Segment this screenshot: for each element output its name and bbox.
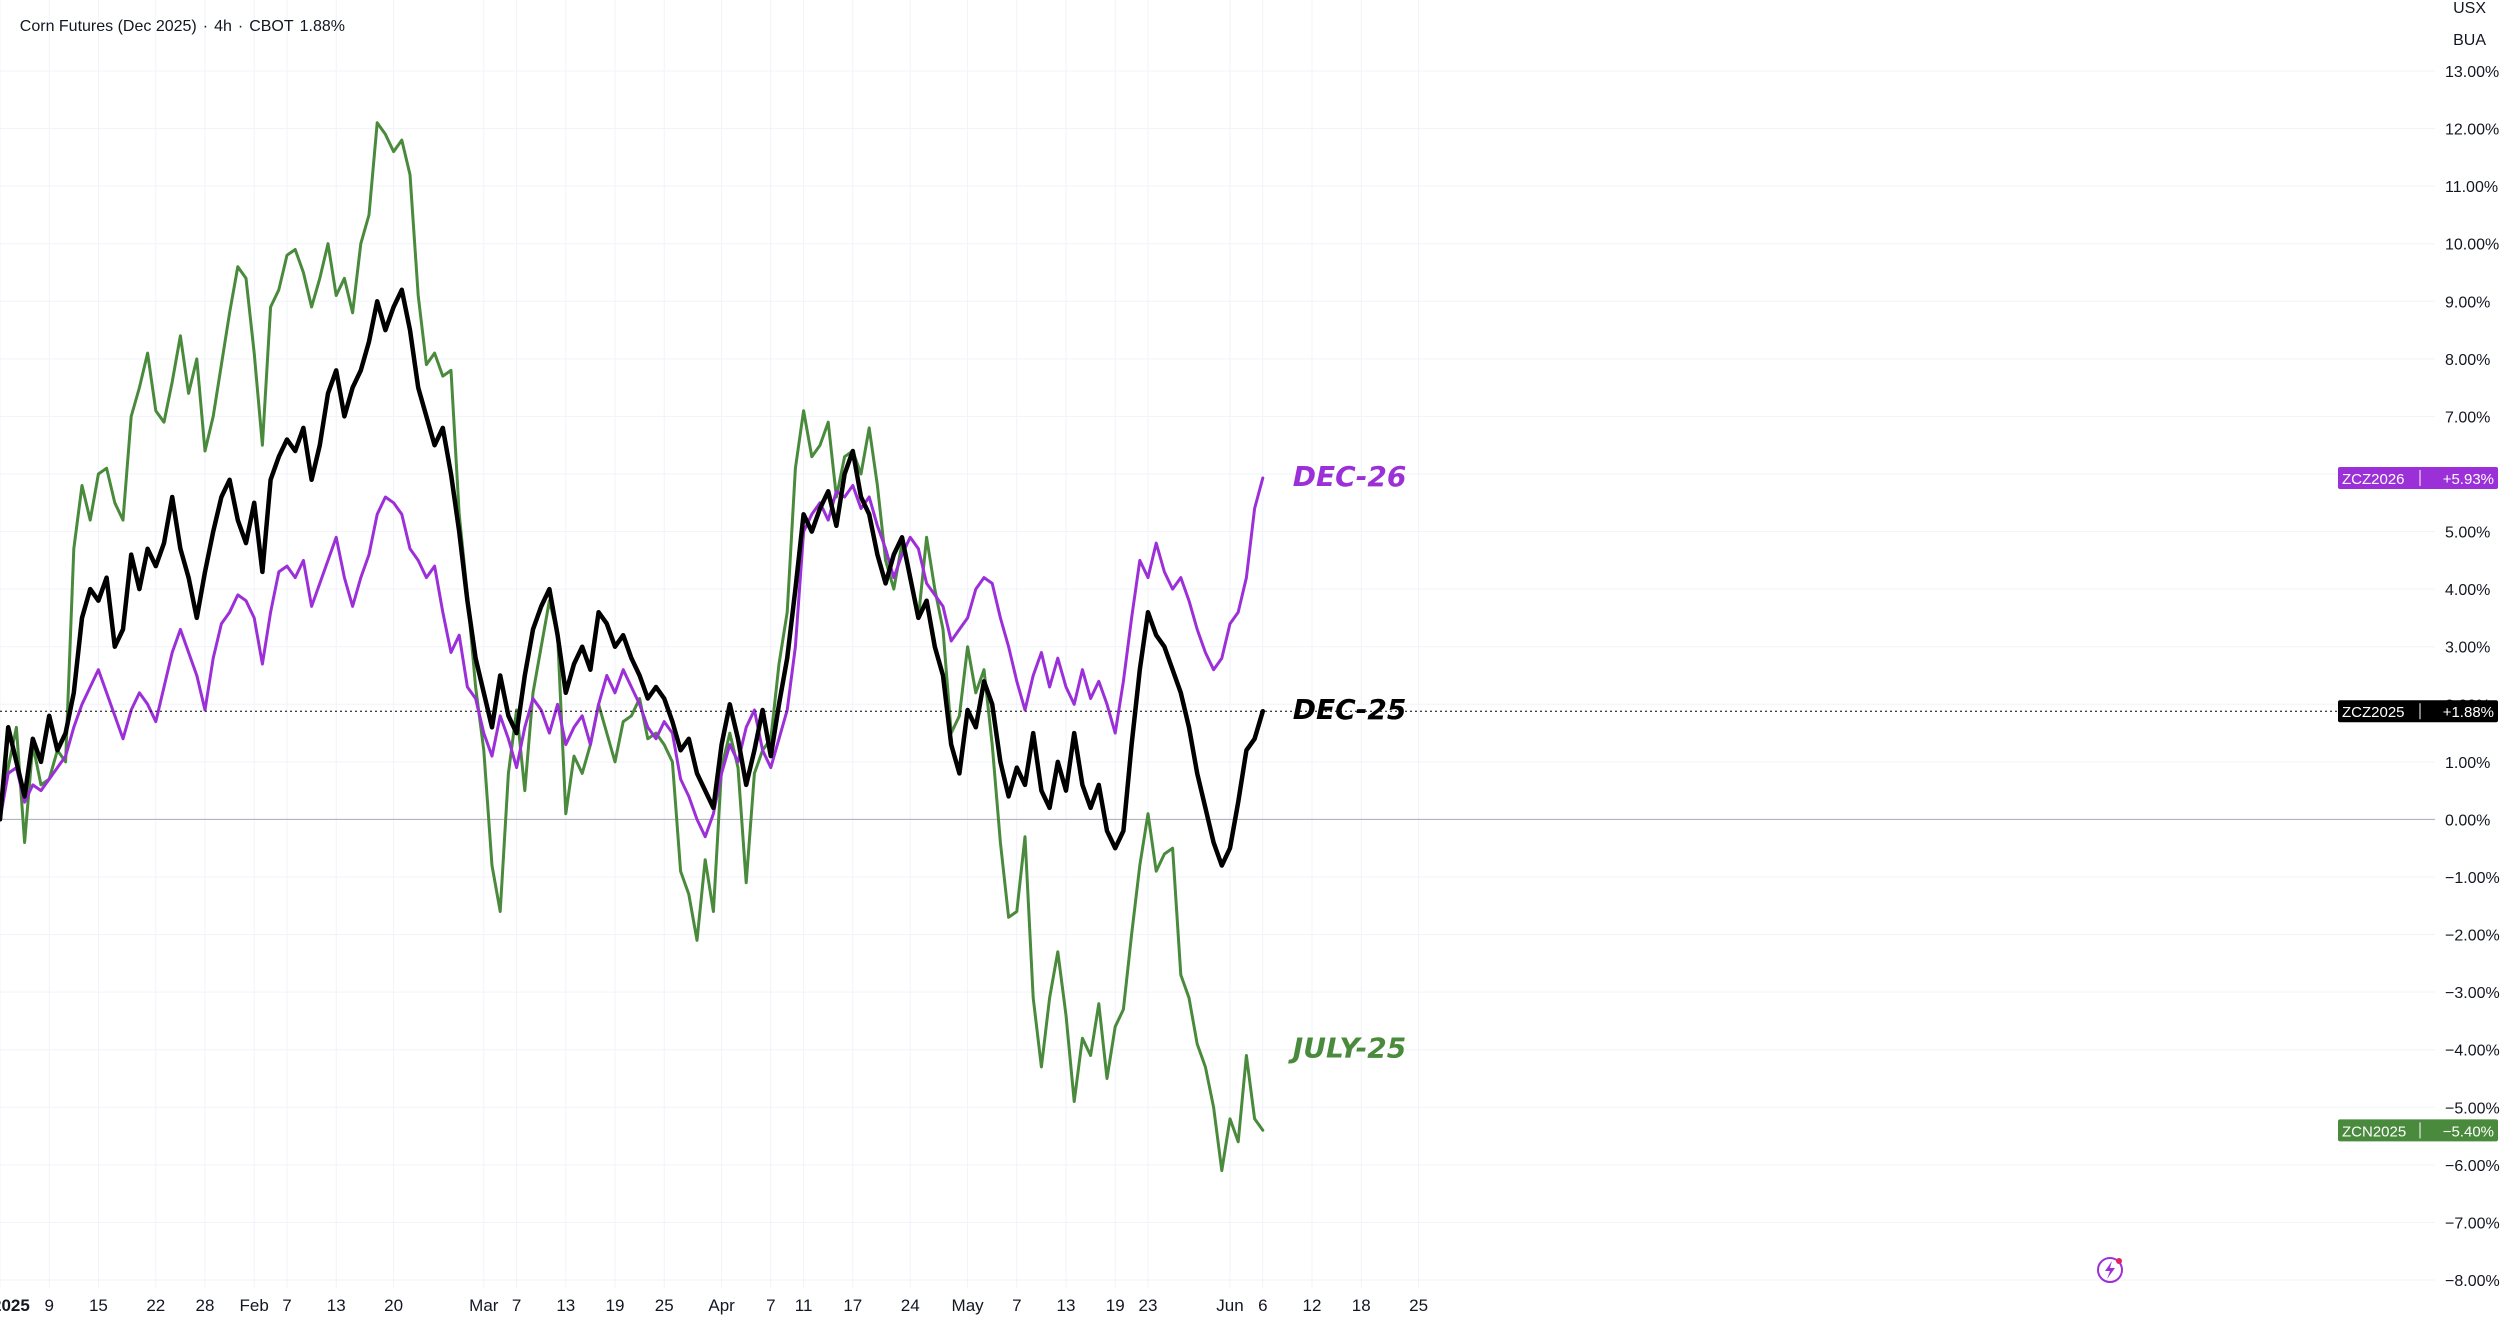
- y-tick-label: −7.00%: [2445, 1215, 2500, 1232]
- x-tick-label: 25: [1409, 1296, 1428, 1315]
- y-tick-label: 5.00%: [2445, 525, 2490, 542]
- x-tick-label: Jun: [1216, 1296, 1243, 1315]
- price-tag-ticker: ZCZ2026: [2342, 471, 2405, 488]
- series-name-dec26: DEC-26: [1293, 460, 1407, 493]
- x-tick-label: 28: [196, 1296, 215, 1315]
- y-tick-label: 12.00%: [2445, 122, 2499, 139]
- y-tick-label: 4.00%: [2445, 582, 2490, 599]
- separator: ·: [202, 18, 209, 35]
- y-tick-label: 10.00%: [2445, 237, 2499, 254]
- y-tick-label: 8.00%: [2445, 352, 2490, 369]
- price-tag-july25[interactable]: [2338, 1119, 2498, 1142]
- currency-label[interactable]: USX: [2453, 0, 2486, 17]
- chart-header: Corn Futures (Dec 2025) · 4h · CBOT 1.88%: [2, 0, 351, 54]
- x-tick-label: 13: [556, 1296, 575, 1315]
- x-tick-label: 11: [795, 1296, 813, 1315]
- notification-dot: [2116, 1258, 2122, 1264]
- series-name-july25: JULY-25: [1288, 1032, 1406, 1065]
- x-tick-label: 22: [146, 1296, 165, 1315]
- x-tick-label: Feb: [240, 1296, 269, 1315]
- y-tick-label: −8.00%: [2445, 1273, 2500, 1290]
- series-line-dec26[interactable]: [0, 476, 1265, 839]
- flash-icon[interactable]: [2097, 1257, 2123, 1283]
- y-tick-label: −1.00%: [2445, 870, 2500, 887]
- y-tick-label: 7.00%: [2445, 409, 2490, 426]
- x-tick-label: May: [952, 1296, 985, 1315]
- x-tick-label: 23: [1139, 1296, 1158, 1315]
- x-tick-label: Mar: [469, 1296, 499, 1315]
- series-line-dec25[interactable]: [0, 287, 1266, 868]
- change-percent: 1.88%: [299, 18, 346, 35]
- x-tick-label: 12: [1303, 1296, 1322, 1315]
- x-tick-label: 15: [89, 1296, 108, 1315]
- unit-label[interactable]: BUA: [2453, 32, 2486, 49]
- y-tick-label: 3.00%: [2445, 640, 2490, 657]
- x-tick-label: Apr: [708, 1296, 735, 1315]
- price-tag-ticker: ZCN2025: [2342, 1123, 2406, 1140]
- y-tick-label: 0.00%: [2445, 812, 2490, 829]
- price-tag-dec25[interactable]: [2338, 700, 2498, 723]
- y-tick-label: 11.00%: [2445, 179, 2498, 196]
- x-tick-label: 19: [1106, 1296, 1125, 1315]
- y-tick-label: 1.00%: [2445, 755, 2490, 772]
- x-tick-label: 13: [1057, 1296, 1076, 1315]
- x-tick-label: 20: [384, 1296, 403, 1315]
- x-tick-label: 2025: [0, 1296, 30, 1315]
- price-tag-dec26[interactable]: [2338, 467, 2498, 490]
- x-tick-label: 9: [44, 1296, 53, 1315]
- x-tick-label: 7: [766, 1296, 775, 1315]
- series-name-dec25: DEC-25: [1293, 693, 1407, 726]
- x-tick-label: 25: [655, 1296, 674, 1315]
- y-tick-label: −2.00%: [2445, 928, 2500, 945]
- x-tick-label: 18: [1352, 1296, 1371, 1315]
- separator: ·: [237, 18, 244, 35]
- price-tag-value: +1.88%: [2443, 704, 2494, 721]
- flash-icon-bolt: [2105, 1261, 2115, 1279]
- y-tick-label: −3.00%: [2445, 985, 2500, 1002]
- y-tick-label: 9.00%: [2445, 294, 2490, 311]
- y-tick-label: −5.00%: [2445, 1100, 2500, 1117]
- x-tick-label: 7: [1012, 1296, 1021, 1315]
- x-tick-label: 24: [901, 1296, 920, 1315]
- exchange-label: CBOT: [249, 18, 294, 35]
- x-tick-label: 19: [606, 1296, 625, 1315]
- x-tick-label: 6: [1258, 1296, 1267, 1315]
- symbol-title[interactable]: Corn Futures (Dec 2025): [19, 18, 197, 35]
- price-tag-ticker: ZCZ2025: [2342, 704, 2405, 721]
- x-tick-label: 17: [843, 1296, 862, 1315]
- series-line-july25[interactable]: [0, 121, 1265, 1173]
- x-tick-label: 7: [282, 1296, 291, 1315]
- x-tick-label: 7: [512, 1296, 521, 1315]
- y-tick-label: −4.00%: [2445, 1043, 2500, 1060]
- price-tag-value: −5.40%: [2443, 1123, 2494, 1140]
- y-tick-label: −6.00%: [2445, 1158, 2500, 1175]
- y-tick-label: 13.00%: [2445, 64, 2499, 81]
- price-tag-value: +5.93%: [2443, 471, 2494, 488]
- interval-label[interactable]: 4h: [214, 18, 232, 35]
- x-tick-label: 13: [327, 1296, 346, 1315]
